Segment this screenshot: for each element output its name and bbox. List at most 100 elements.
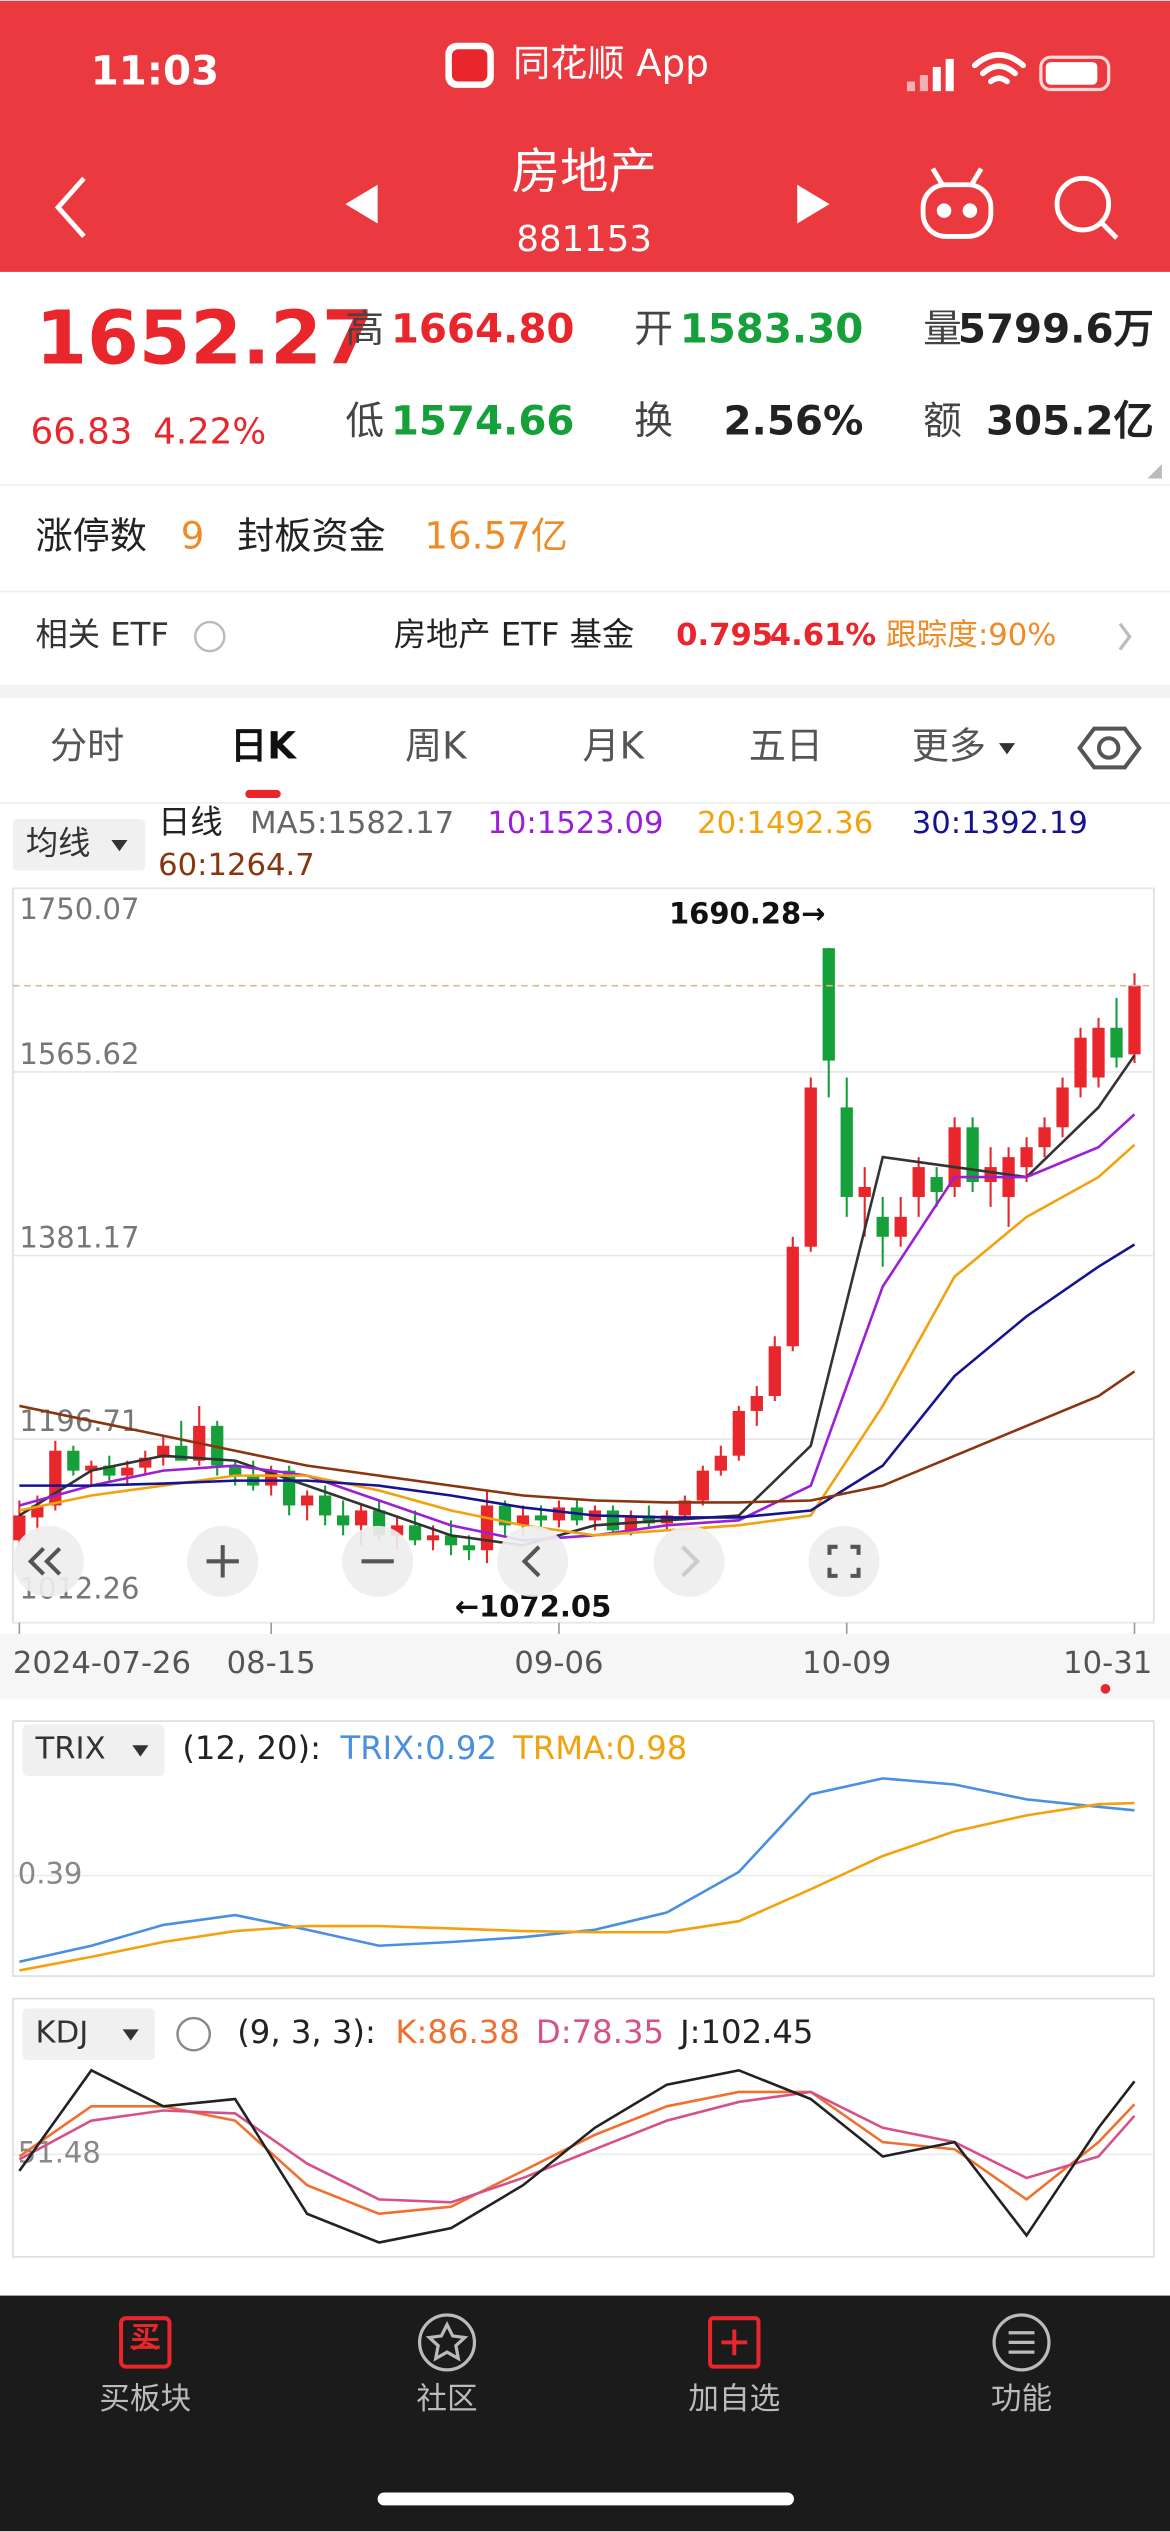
prev-button[interactable]	[345, 184, 378, 224]
price: 1652.27	[36, 294, 374, 381]
next-button[interactable]	[797, 184, 830, 224]
tab[interactable]: 月K	[583, 724, 646, 767]
candle-body	[804, 1087, 817, 1247]
candle-body	[1020, 1147, 1033, 1168]
indicator-name[interactable]: TRIX	[35, 1732, 106, 1767]
ma-value: 1392.19	[961, 805, 1088, 840]
candle-body	[750, 1395, 763, 1411]
tab[interactable]: 更多	[912, 724, 986, 767]
code: 881153	[516, 219, 652, 260]
candle-body	[894, 1216, 907, 1237]
expand-corner[interactable]	[1147, 463, 1162, 479]
fullscreen[interactable]	[808, 1525, 880, 1597]
change-pct: 4.22%	[153, 411, 266, 452]
robot-button[interactable]	[920, 167, 994, 239]
candle-body	[301, 1495, 314, 1506]
candle-body	[139, 1457, 152, 1468]
signal	[906, 58, 954, 92]
candle-body	[822, 948, 835, 1061]
indicator-legend: TRMA:0.98	[512, 1729, 687, 1767]
tab[interactable]: 五日	[749, 724, 823, 767]
candle-body	[1038, 1127, 1051, 1148]
title: 房地产	[512, 144, 657, 200]
field-label: 量	[923, 307, 962, 352]
candle-body	[876, 1216, 889, 1237]
buy-icon[interactable]	[119, 2316, 172, 2369]
ma-button-bg[interactable]	[12, 818, 146, 871]
candle-body	[534, 1515, 548, 1521]
field-label: 额	[923, 399, 962, 444]
settings-button[interactable]	[1077, 726, 1142, 770]
indicator-legend: K:86.38	[395, 2013, 519, 2051]
trix-frame	[12, 1720, 1155, 1977]
indicator-line	[19, 1801, 1135, 1972]
tab[interactable]: 分时	[50, 724, 124, 767]
etf-chevron[interactable]	[1118, 622, 1132, 651]
candle-body	[121, 1467, 134, 1476]
ma-value: 1492.36	[747, 805, 874, 840]
x-tick-label: 2024-07-26	[13, 1646, 191, 1681]
tab[interactable]: 周K	[405, 724, 468, 767]
tab[interactable]: 日K	[230, 724, 297, 767]
community-icon[interactable]	[417, 2313, 477, 2372]
field-value: 1574.66	[391, 398, 575, 445]
legend-value: 102.45	[701, 2013, 814, 2051]
legend-value: 78.35	[572, 2013, 664, 2051]
field-label: 开	[634, 307, 673, 352]
candle-body	[103, 1465, 116, 1476]
candle-body	[606, 1510, 620, 1531]
trix-button-bg[interactable]	[22, 1724, 165, 1776]
ma-value: 1264.7	[207, 847, 314, 882]
legend-name: K:	[395, 2013, 427, 2051]
candle-body	[85, 1465, 98, 1471]
legend-name: J:	[678, 2013, 700, 2051]
add-icon[interactable]	[708, 2316, 761, 2369]
back-button[interactable]	[54, 176, 86, 239]
scroll-left[interactable]	[497, 1525, 569, 1597]
ma-line	[19, 1370, 1136, 1504]
kdj-frame	[12, 1997, 1155, 2258]
ma-line	[19, 1243, 1136, 1519]
candle-body	[678, 1500, 691, 1516]
candle-body	[732, 1410, 745, 1456]
etf-pct: 4.61%	[770, 618, 876, 653]
scroll-right[interactable]	[653, 1525, 725, 1597]
func-icon[interactable]	[992, 2313, 1051, 2372]
kdj-button-bg[interactable]	[22, 2008, 155, 2060]
nav-label[interactable]: 功能	[991, 2382, 1052, 2417]
ma-legend: 10:1523.09	[487, 805, 663, 840]
clock: 11:03	[91, 47, 219, 94]
candle-body	[714, 1455, 727, 1471]
legend-value: 0.98	[615, 1729, 687, 1767]
candle-body	[157, 1445, 170, 1458]
kdj-help[interactable]	[176, 2016, 212, 2052]
nav-label[interactable]: 买板块	[99, 2382, 191, 2417]
search-button[interactable]	[1054, 175, 1119, 240]
nav-icon-text: 买	[131, 2320, 160, 2354]
control-glyphs	[27, 1544, 861, 1578]
candle-body	[336, 1515, 350, 1526]
x-tick-label: 08-15	[227, 1646, 316, 1681]
header-bg	[0, 0, 1170, 272]
field-label: 高	[345, 307, 384, 352]
indicator-name[interactable]: KDJ	[36, 2016, 89, 2051]
ma-line	[19, 1143, 1136, 1537]
candle-body	[229, 1465, 242, 1476]
ma-value: 1582.17	[327, 805, 454, 840]
candle-body	[1092, 1027, 1105, 1078]
today-dot	[1100, 1683, 1111, 1694]
ma-dropdown	[111, 839, 128, 852]
candle-body	[1110, 1027, 1123, 1058]
etf-name: 房地产 ETF 基金	[394, 616, 635, 654]
nav-label[interactable]: 社区	[416, 2382, 477, 2417]
candle-body	[516, 1515, 530, 1526]
tab-indicator	[245, 789, 281, 798]
gap	[0, 685, 1170, 698]
help-icon[interactable]	[194, 620, 226, 653]
ma-name: 60:	[158, 847, 207, 882]
indicator-params: (12, 20):	[182, 1729, 321, 1767]
ma-button[interactable]: 均线	[26, 824, 91, 862]
nav-label[interactable]: 加自选	[688, 2382, 780, 2417]
